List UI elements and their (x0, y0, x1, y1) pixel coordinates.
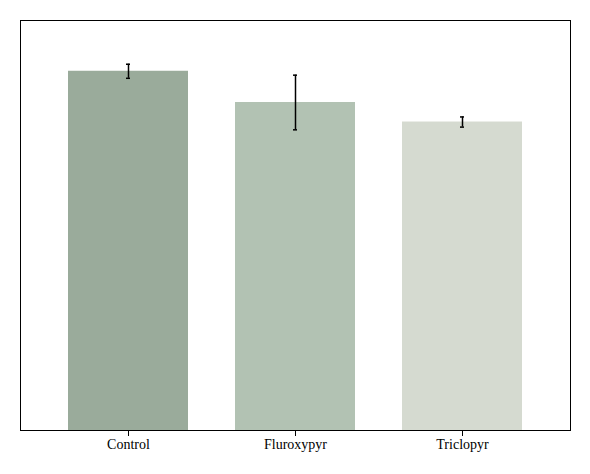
svg-text:Triclopyr: Triclopyr (436, 437, 489, 452)
svg-text:Fluroxypyr: Fluroxypyr (264, 437, 327, 452)
svg-text:Control: Control (107, 437, 150, 452)
